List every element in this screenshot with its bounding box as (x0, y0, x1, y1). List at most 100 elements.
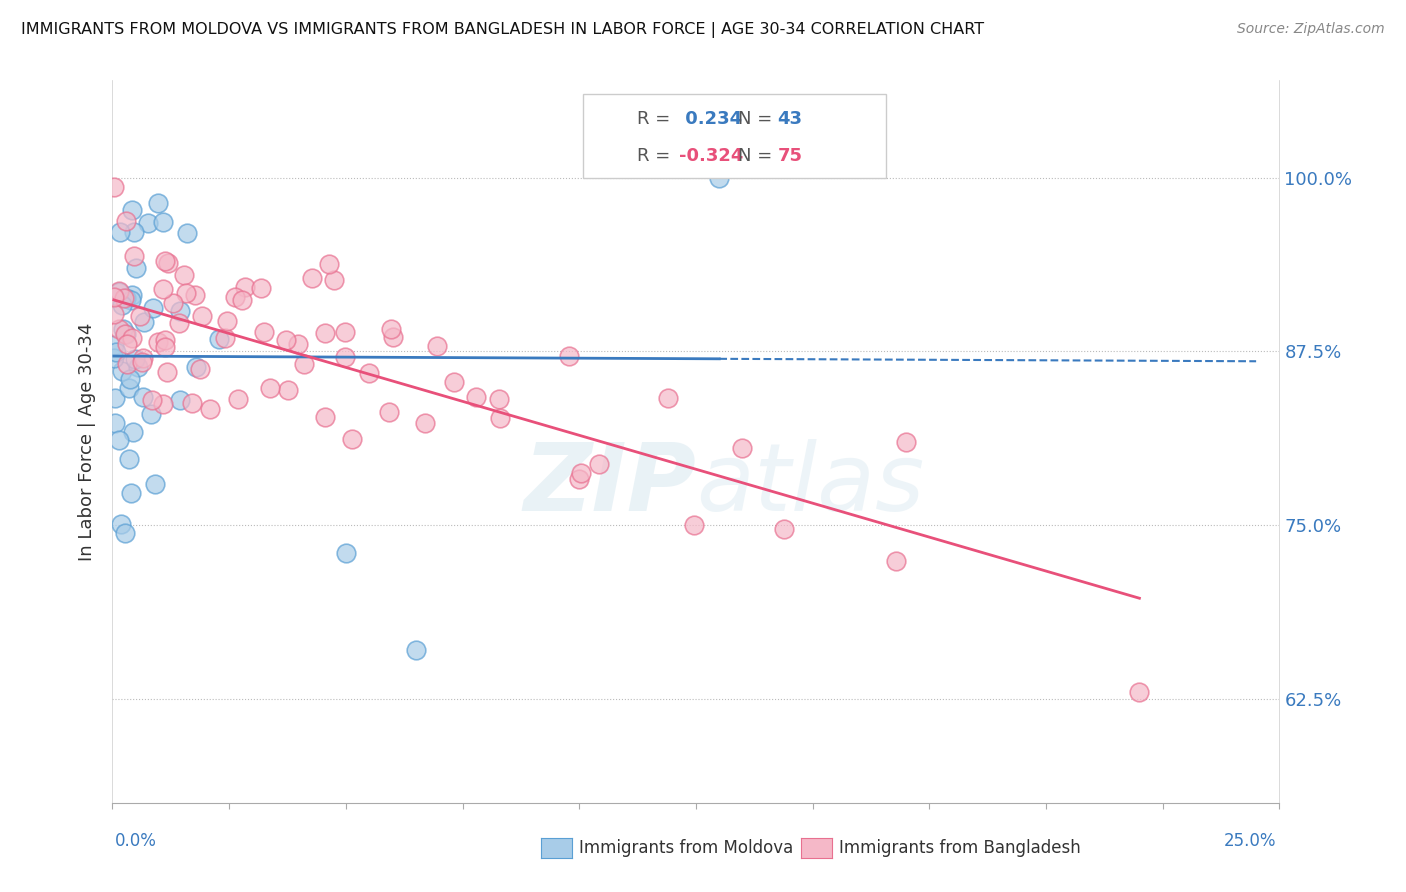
Point (174, 285, 197, 300)
Point (152, 397, 174, 411)
Point (121, 330, 143, 344)
Text: 0.234: 0.234 (679, 110, 742, 128)
Text: 43: 43 (778, 110, 803, 128)
Text: -0.324: -0.324 (679, 147, 744, 165)
Point (142, 301, 165, 316)
Text: N =: N = (738, 147, 778, 165)
Point (188, 362, 211, 376)
Point (104, 391, 127, 405)
Point (683, 517, 706, 532)
Point (215, 314, 238, 328)
Point (173, 268, 195, 282)
Point (120, 293, 142, 307)
Point (884, 554, 907, 568)
Point (167, 316, 190, 330)
Point (121, 288, 143, 302)
Point (112, 291, 135, 305)
Point (138, 216, 160, 230)
Point (103, 351, 125, 365)
Point (335, 546, 357, 560)
Point (568, 472, 591, 486)
Point (146, 195, 169, 210)
Point (378, 405, 401, 419)
Text: IMMIGRANTS FROM MOLDOVA VS IMMIGRANTS FROM BANGLADESH IN LABOR FORCE | AGE 30-34: IMMIGRANTS FROM MOLDOVA VS IMMIGRANTS FR… (21, 22, 984, 38)
Point (340, 432, 363, 446)
Text: Immigrants from Bangladesh: Immigrants from Bangladesh (839, 839, 1081, 857)
Point (103, 291, 125, 305)
Point (148, 334, 170, 349)
Point (122, 226, 145, 240)
Point (103, 180, 125, 194)
Point (120, 372, 142, 386)
Point (301, 270, 323, 285)
Point (773, 522, 796, 536)
Point (405, 643, 427, 657)
Point (108, 434, 131, 448)
Point (169, 392, 191, 407)
Point (464, 390, 486, 404)
Point (114, 292, 136, 306)
Point (110, 517, 132, 532)
Point (108, 284, 131, 298)
Point (190, 309, 212, 323)
Point (253, 325, 276, 339)
Text: ZIP: ZIP (523, 439, 696, 531)
Point (153, 340, 176, 354)
Point (176, 226, 198, 240)
Point (131, 355, 153, 369)
Point (108, 225, 131, 239)
Point (228, 392, 250, 406)
Point (333, 325, 356, 339)
Point (103, 338, 125, 352)
Point (162, 295, 184, 310)
Point (115, 326, 138, 341)
Point (657, 392, 679, 406)
Point (120, 486, 142, 500)
Point (333, 350, 356, 364)
Point (143, 476, 166, 491)
Text: 0.0%: 0.0% (115, 831, 157, 849)
Point (114, 327, 136, 342)
Point (380, 322, 402, 336)
Point (114, 214, 136, 228)
Point (277, 383, 299, 397)
Point (181, 395, 204, 409)
Point (323, 273, 346, 287)
Point (118, 452, 141, 467)
Point (112, 322, 135, 336)
Point (108, 285, 131, 300)
Point (169, 304, 191, 318)
Point (156, 256, 179, 270)
Point (357, 366, 380, 380)
Point (110, 298, 132, 312)
Point (132, 390, 155, 404)
Point (105, 345, 128, 359)
Point (141, 393, 163, 408)
Point (235, 280, 257, 294)
Point (588, 457, 610, 471)
Point (198, 402, 221, 417)
Point (103, 416, 125, 430)
Point (115, 357, 138, 371)
Point (184, 287, 207, 301)
Point (318, 256, 340, 270)
Point (224, 290, 246, 304)
Point (259, 381, 281, 395)
Text: 25.0%: 25.0% (1225, 831, 1277, 849)
Point (488, 392, 510, 406)
Point (124, 352, 146, 367)
Point (314, 326, 336, 341)
Point (274, 333, 297, 347)
Point (186, 359, 208, 374)
Point (134, 315, 156, 329)
Point (115, 337, 138, 351)
Point (443, 376, 465, 390)
Point (107, 322, 129, 336)
Point (122, 425, 145, 439)
Point (314, 410, 336, 425)
Point (569, 466, 592, 480)
Point (114, 525, 136, 540)
Point (122, 249, 145, 263)
Y-axis label: In Labor Force | Age 30-34: In Labor Force | Age 30-34 (77, 322, 96, 561)
Point (121, 202, 143, 217)
